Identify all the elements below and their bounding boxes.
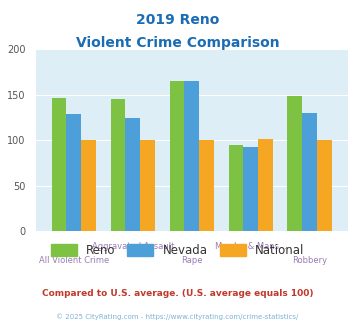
- Text: Rape: Rape: [181, 256, 202, 265]
- Bar: [199, 140, 214, 231]
- Text: Robbery: Robbery: [292, 256, 327, 265]
- Bar: [184, 81, 199, 231]
- Bar: [52, 98, 66, 231]
- Legend: Reno, Nevada, National: Reno, Nevada, National: [46, 239, 309, 261]
- Bar: [140, 140, 155, 231]
- Text: All Violent Crime: All Violent Crime: [39, 256, 109, 265]
- Bar: [288, 96, 302, 231]
- Bar: [317, 140, 332, 231]
- Bar: [229, 145, 243, 231]
- Bar: [81, 140, 96, 231]
- Text: Murder & Mans...: Murder & Mans...: [215, 242, 286, 251]
- Bar: [125, 117, 140, 231]
- Text: Aggravated Assault: Aggravated Assault: [92, 242, 174, 251]
- Bar: [66, 114, 81, 231]
- Text: Compared to U.S. average. (U.S. average equals 100): Compared to U.S. average. (U.S. average …: [42, 289, 313, 298]
- Text: Violent Crime Comparison: Violent Crime Comparison: [76, 36, 279, 50]
- Bar: [111, 98, 125, 231]
- Bar: [258, 139, 273, 231]
- Bar: [243, 147, 258, 231]
- Bar: [302, 113, 317, 231]
- Text: © 2025 CityRating.com - https://www.cityrating.com/crime-statistics/: © 2025 CityRating.com - https://www.city…: [56, 314, 299, 320]
- Text: 2019 Reno: 2019 Reno: [136, 13, 219, 27]
- Bar: [170, 81, 184, 231]
